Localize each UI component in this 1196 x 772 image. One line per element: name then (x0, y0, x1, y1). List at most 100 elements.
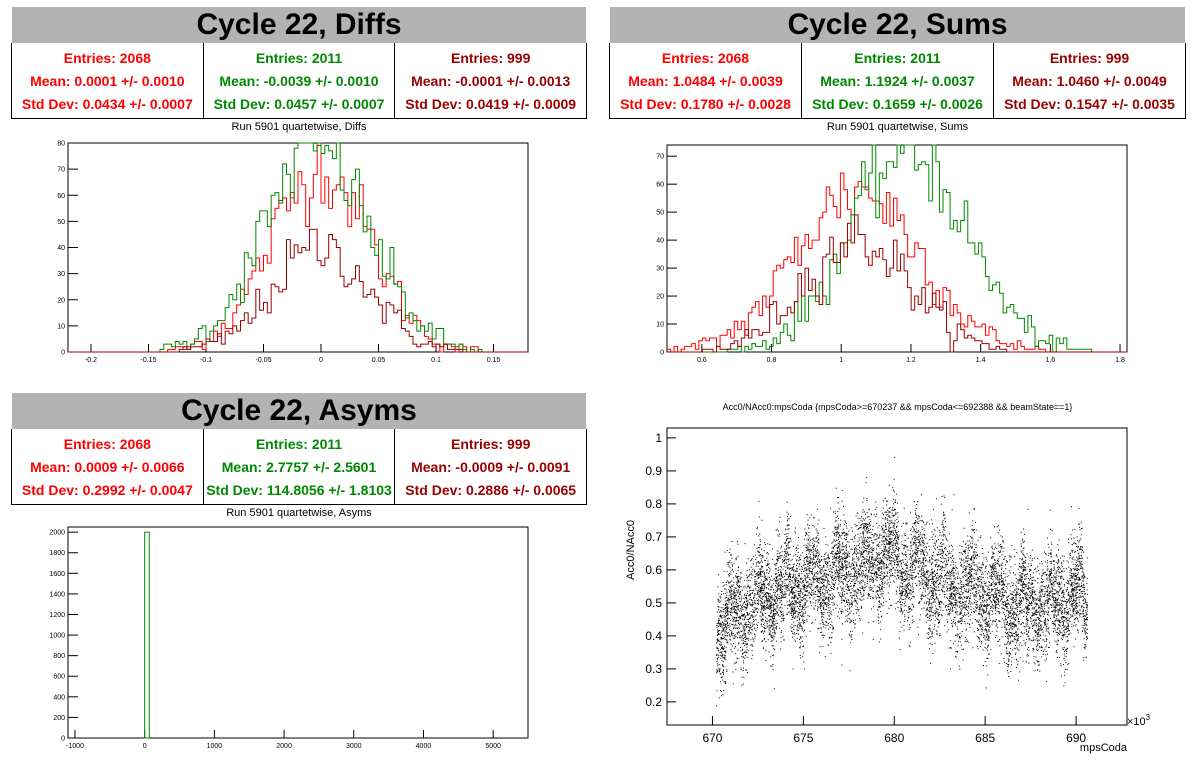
x-tick-label: 1.4 (976, 357, 986, 364)
y-tick-label: 0 (61, 350, 65, 357)
x-tick-label: -1000 (66, 743, 84, 750)
histogram-bar (144, 531, 150, 739)
x-tick-label: 680 (884, 731, 904, 745)
y-tick-label: 1000 (49, 633, 65, 640)
stat-entries: Entries: 999 (1049, 49, 1130, 66)
x-tick-label: 0.05 (372, 357, 386, 364)
stat-entries: Entries: 2011 (255, 435, 343, 452)
y-tick-label: 10 (656, 322, 664, 329)
y-tick-label: 70 (656, 154, 664, 161)
asyms-title: Cycle 22, Asyms (12, 393, 586, 429)
diffs-stats-darkred: Entries: 999 Mean: -0.0001 +/- 0.0013 St… (394, 43, 586, 118)
y-tick-label: 0.2 (645, 695, 662, 709)
stat-entries: Entries: 2011 (255, 49, 343, 66)
y-tick-label: 0.3 (645, 662, 662, 676)
stat-mean: Mean: 0.0001 +/- 0.0010 (30, 72, 185, 89)
stat-entries: Entries: 999 (450, 49, 531, 66)
plot-frame (67, 526, 529, 739)
y-tick-label: 0.7 (645, 530, 662, 544)
diffs-histogram: -0.2 -0.15 -0.1 -0.05 0 0.05 0.1 0.15 0 10 20 30 40 5… (57, 141, 529, 364)
sums-stats-green: Entries: 2011 Mean: 1.1924 +/- 0.0037 St… (801, 43, 993, 118)
x-tick-label: 1000 (207, 743, 223, 750)
y-tick-label: 40 (57, 245, 65, 252)
y-tick-label: 10 (57, 323, 65, 330)
x-tick-label: -0.05 (256, 357, 272, 364)
asyms-stats-box: Entries: 2068 Mean: 0.0009 +/- 0.0066 St… (11, 429, 587, 505)
y-tick-label: 600 (53, 674, 65, 681)
stat-mean: Mean: -0.0001 +/- 0.0013 (411, 72, 571, 89)
diffs-title: Cycle 22, Diffs (12, 7, 586, 43)
y-tick-label: 60 (57, 193, 65, 200)
y-tick-label: 800 (53, 653, 65, 660)
y-tick-label: 0.4 (645, 629, 662, 643)
stat-entries: Entries: 2011 (854, 49, 941, 66)
y-tick-label: 400 (53, 694, 65, 701)
x-tick-label: 4000 (416, 743, 432, 750)
diffs-subtitle: Run 5901 quartetwise, Diffs (231, 121, 367, 133)
histogram-line (667, 214, 1127, 353)
x-tick-label: 2000 (276, 743, 292, 750)
y-tick-label: 1800 (49, 550, 65, 557)
stat-entries: Entries: 999 (450, 435, 531, 452)
stat-mean: Mean: 2.7757 +/- 2.5601 (221, 458, 377, 475)
asyms-histogram: -1000 0 1000 2000 3000 4000 500002004006008001… (49, 526, 529, 750)
stat-std: Std Dev: 0.0434 +/- 0.0007 (21, 95, 193, 112)
stat-std: Std Dev: 0.2992 +/- 0.0047 (21, 481, 193, 498)
asyms-subtitle: Run 5901 quartetwise, Asyms (226, 507, 372, 519)
sums-stats-darkred: Entries: 999 Mean: 1.0460 +/- 0.0049 Std… (993, 43, 1185, 118)
x-tick-label: -0.2 (85, 357, 97, 364)
scatter-xlabel: mpsCoda (1080, 742, 1128, 754)
stat-mean: Mean: 1.0460 +/- 0.0049 (1012, 72, 1167, 89)
diffs-stats-box: Entries: 2068 Mean: 0.0001 +/- 0.0010 St… (11, 43, 587, 119)
x-tick-label: 0.8 (767, 357, 777, 364)
y-tick-label: 30 (656, 266, 664, 273)
y-tick-label: 50 (656, 210, 664, 217)
y-tick-label: 50 (57, 219, 65, 226)
x-tick-label: 1 (839, 357, 843, 364)
x-tick-label: -0.15 (141, 357, 157, 364)
scatter-x-exponent: ×103 (1127, 713, 1151, 728)
y-tick-label: 20 (656, 294, 664, 301)
y-tick-label: 0.9 (645, 464, 662, 478)
y-tick-label: 30 (57, 271, 65, 278)
x-exponent-base: ×10 (1127, 716, 1146, 728)
plot-frame (666, 427, 1128, 726)
x-tick-label: 1.8 (1115, 357, 1125, 364)
sums-stats-red: Entries: 2068 Mean: 1.0484 +/- 0.0039 St… (610, 43, 801, 118)
x-tick-label: 1.2 (906, 357, 916, 364)
histogram-line (68, 142, 528, 353)
sums-histogram: 0.6 0.8 1 1.2 1.4 1.6 1.8 0 10 20 30 40 50 60 70 (656, 144, 1128, 364)
stat-std: Std Dev: 0.1547 +/- 0.0035 (1004, 95, 1175, 112)
stat-std: Std Dev: 114.8056 +/- 1.8103 (206, 481, 392, 498)
x-tick-label: 0 (319, 357, 323, 364)
x-exponent-power: 3 (1146, 713, 1151, 722)
asyms-stats-darkred: Entries: 999 Mean: -0.0009 +/- 0.0091 St… (394, 429, 586, 504)
y-tick-label: 40 (656, 238, 664, 245)
stat-mean: Mean: 1.1924 +/- 0.0037 (820, 72, 975, 89)
stat-std: Std Dev: 0.0419 +/- 0.0009 (405, 95, 577, 112)
y-tick-label: 0.6 (645, 563, 662, 577)
stat-std: Std Dev: 0.1659 +/- 0.0026 (812, 95, 983, 112)
stat-entries: Entries: 2068 (63, 435, 151, 452)
histogram-line (667, 144, 1127, 353)
y-tick-label: 80 (57, 141, 65, 148)
diffs-stats-red: Entries: 2068 Mean: 0.0001 +/- 0.0010 St… (12, 43, 203, 118)
x-tick-label: 5000 (485, 743, 501, 750)
stat-mean: Mean: -0.0039 +/- 0.0010 (219, 72, 379, 89)
y-tick-label: 1400 (49, 591, 65, 598)
y-tick-label: 1200 (49, 612, 65, 619)
x-tick-label: 690 (1066, 731, 1086, 745)
sums-subtitle: Run 5901 quartetwise, Sums (826, 121, 969, 133)
stat-mean: Mean: 1.0484 +/- 0.0039 (628, 72, 783, 89)
y-tick-label: 20 (57, 297, 65, 304)
x-tick-label: 685 (975, 731, 995, 745)
stat-std: Std Dev: 0.0457 +/- 0.0007 (213, 95, 385, 112)
x-tick-label: 675 (793, 731, 813, 745)
asyms-stats-red: Entries: 2068 Mean: 0.0009 +/- 0.0066 St… (12, 429, 203, 504)
y-tick-label: 1600 (49, 571, 65, 578)
stat-entries: Entries: 2068 (63, 49, 151, 66)
y-tick-label: 200 (53, 715, 65, 722)
y-tick-label: 0.8 (645, 497, 662, 511)
histogram-line (68, 228, 528, 353)
x-tick-label: 1.6 (1045, 357, 1055, 364)
